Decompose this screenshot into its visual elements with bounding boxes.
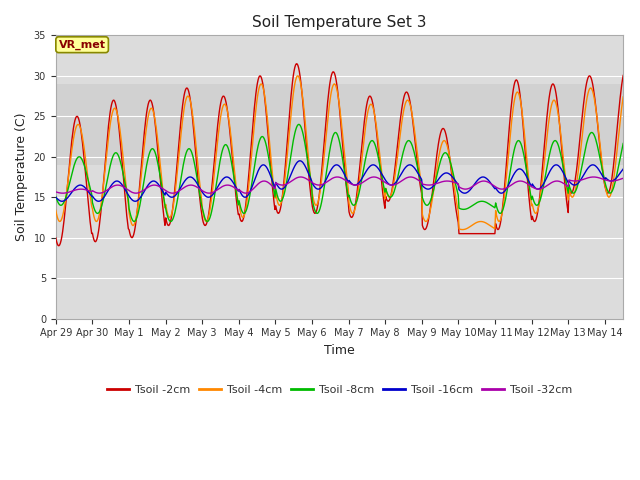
- Legend: Tsoil -2cm, Tsoil -4cm, Tsoil -8cm, Tsoil -16cm, Tsoil -32cm: Tsoil -2cm, Tsoil -4cm, Tsoil -8cm, Tsoi…: [103, 381, 576, 400]
- Bar: [56, 84, 623, 165]
- X-axis label: Time: Time: [324, 344, 355, 357]
- Y-axis label: Soil Temperature (C): Soil Temperature (C): [15, 113, 28, 241]
- Text: VR_met: VR_met: [59, 39, 106, 50]
- Title: Soil Temperature Set 3: Soil Temperature Set 3: [252, 15, 427, 30]
